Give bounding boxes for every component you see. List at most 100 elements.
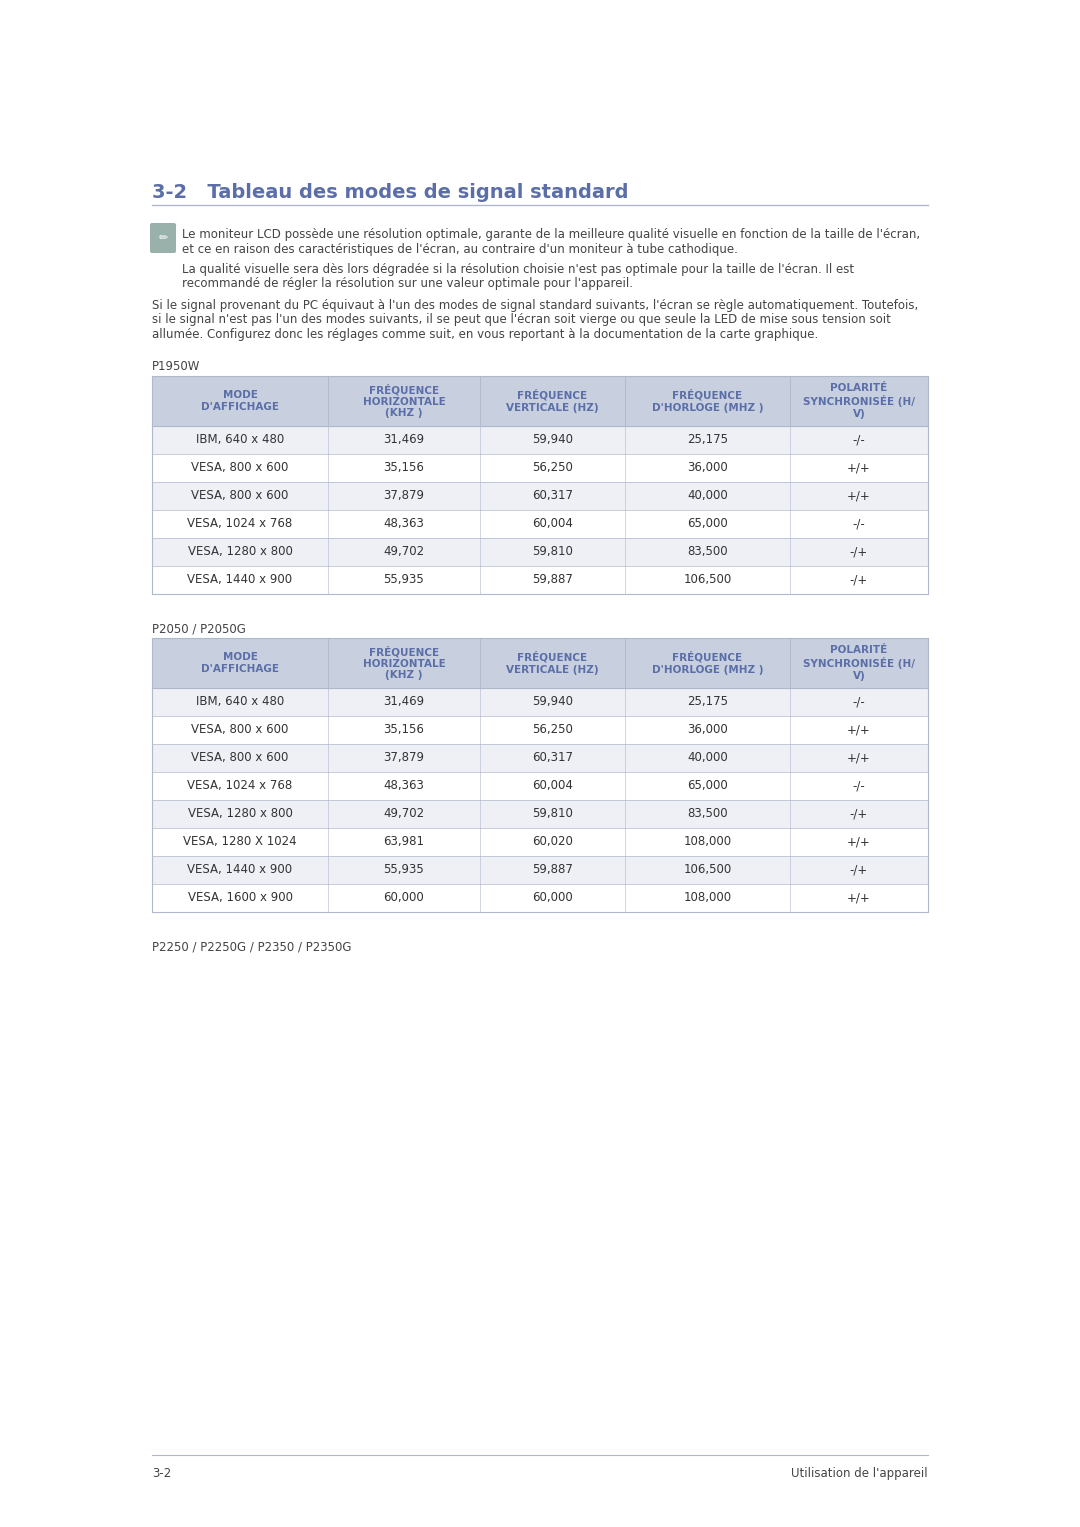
Text: FRÉQUENCE
HORIZONTALE
(KHZ ): FRÉQUENCE HORIZONTALE (KHZ ) <box>363 646 445 681</box>
Text: FRÉQUENCE
D'HORLOGE (MHZ ): FRÉQUENCE D'HORLOGE (MHZ ) <box>651 652 764 675</box>
Text: 108,000: 108,000 <box>684 835 731 849</box>
Text: FRÉQUENCE
VERTICALE (HZ): FRÉQUENCE VERTICALE (HZ) <box>507 652 598 675</box>
Text: +/+: +/+ <box>847 490 870 502</box>
Bar <box>152 638 928 689</box>
Text: 108,000: 108,000 <box>684 892 731 904</box>
Text: 40,000: 40,000 <box>687 490 728 502</box>
Text: 65,000: 65,000 <box>687 518 728 530</box>
Text: 59,887: 59,887 <box>532 574 572 586</box>
Bar <box>152 454 928 483</box>
Text: FRÉQUENCE
VERTICALE (HZ): FRÉQUENCE VERTICALE (HZ) <box>507 389 598 412</box>
Bar <box>152 828 928 857</box>
Text: La qualité visuelle sera dès lors dégradée si la résolution choisie n'est pas op: La qualité visuelle sera dès lors dégrad… <box>183 263 854 276</box>
Text: -/-: -/- <box>852 434 865 446</box>
Text: 83,500: 83,500 <box>687 545 728 559</box>
Text: 55,935: 55,935 <box>383 863 424 876</box>
Text: +/+: +/+ <box>847 751 870 765</box>
Bar <box>152 426 928 454</box>
Text: FRÉQUENCE
HORIZONTALE
(KHZ ): FRÉQUENCE HORIZONTALE (KHZ ) <box>363 383 445 418</box>
Text: +/+: +/+ <box>847 724 870 736</box>
Text: -/+: -/+ <box>850 808 868 820</box>
Text: 40,000: 40,000 <box>687 751 728 765</box>
Bar <box>152 857 928 884</box>
Text: IBM, 640 x 480: IBM, 640 x 480 <box>195 695 284 709</box>
Text: 59,940: 59,940 <box>532 434 573 446</box>
Text: 106,500: 106,500 <box>684 574 731 586</box>
Text: 36,000: 36,000 <box>687 461 728 475</box>
Text: VESA, 1280 X 1024: VESA, 1280 X 1024 <box>184 835 297 849</box>
Bar <box>152 483 928 510</box>
Text: 37,879: 37,879 <box>383 751 424 765</box>
Text: 31,469: 31,469 <box>383 434 424 446</box>
Text: 60,020: 60,020 <box>532 835 572 849</box>
Text: IBM, 640 x 480: IBM, 640 x 480 <box>195 434 284 446</box>
Bar <box>152 567 928 594</box>
Text: si le signal n'est pas l'un des modes suivants, il se peut que l'écran soit vier: si le signal n'est pas l'un des modes su… <box>152 313 891 327</box>
Text: Si le signal provenant du PC équivaut à l'un des modes de signal standard suivan: Si le signal provenant du PC équivaut à … <box>152 299 918 312</box>
Bar <box>152 376 928 426</box>
Text: 25,175: 25,175 <box>687 695 728 709</box>
Text: 49,702: 49,702 <box>383 808 424 820</box>
Bar <box>152 744 928 773</box>
Text: -/+: -/+ <box>850 574 868 586</box>
Text: -/-: -/- <box>852 779 865 793</box>
Text: 59,810: 59,810 <box>532 808 572 820</box>
Text: ✏: ✏ <box>159 234 167 243</box>
Text: Le moniteur LCD possède une résolution optimale, garante de la meilleure qualité: Le moniteur LCD possède une résolution o… <box>183 228 920 241</box>
Text: 106,500: 106,500 <box>684 863 731 876</box>
Text: POLARITÉ
SYNCHRONISÉE (H/
V): POLARITÉ SYNCHRONISÉE (H/ V) <box>804 646 915 681</box>
Text: 60,317: 60,317 <box>532 751 573 765</box>
Text: 83,500: 83,500 <box>687 808 728 820</box>
Text: 60,317: 60,317 <box>532 490 573 502</box>
Bar <box>152 538 928 567</box>
Text: +/+: +/+ <box>847 892 870 904</box>
Bar <box>152 689 928 716</box>
FancyBboxPatch shape <box>150 223 176 253</box>
Text: VESA, 800 x 600: VESA, 800 x 600 <box>191 461 288 475</box>
Text: VESA, 1024 x 768: VESA, 1024 x 768 <box>187 518 293 530</box>
Text: 59,810: 59,810 <box>532 545 572 559</box>
Text: 55,935: 55,935 <box>383 574 424 586</box>
Text: VESA, 800 x 600: VESA, 800 x 600 <box>191 751 288 765</box>
Text: recommandé de régler la résolution sur une valeur optimale pour l'appareil.: recommandé de régler la résolution sur u… <box>183 278 633 290</box>
Text: -/-: -/- <box>852 695 865 709</box>
Text: VESA, 1440 x 900: VESA, 1440 x 900 <box>188 574 293 586</box>
Bar <box>152 800 928 828</box>
Text: MODE
D'AFFICHAGE: MODE D'AFFICHAGE <box>201 391 279 412</box>
Text: Utilisation de l'appareil: Utilisation de l'appareil <box>792 1467 928 1480</box>
Text: 59,940: 59,940 <box>532 695 573 709</box>
Text: 37,879: 37,879 <box>383 490 424 502</box>
Text: +/+: +/+ <box>847 461 870 475</box>
Text: 31,469: 31,469 <box>383 695 424 709</box>
Text: VESA, 800 x 600: VESA, 800 x 600 <box>191 490 288 502</box>
Text: 56,250: 56,250 <box>532 461 572 475</box>
Text: 35,156: 35,156 <box>383 724 424 736</box>
Text: 3-2: 3-2 <box>152 1467 172 1480</box>
Text: 49,702: 49,702 <box>383 545 424 559</box>
Text: FRÉQUENCE
D'HORLOGE (MHZ ): FRÉQUENCE D'HORLOGE (MHZ ) <box>651 389 764 412</box>
Bar <box>152 510 928 538</box>
Bar <box>152 773 928 800</box>
Text: VESA, 800 x 600: VESA, 800 x 600 <box>191 724 288 736</box>
Text: 56,250: 56,250 <box>532 724 572 736</box>
Text: VESA, 1024 x 768: VESA, 1024 x 768 <box>187 779 293 793</box>
Text: POLARITÉ
SYNCHRONISÉE (H/
V): POLARITÉ SYNCHRONISÉE (H/ V) <box>804 383 915 418</box>
Text: -/+: -/+ <box>850 545 868 559</box>
Text: -/+: -/+ <box>850 863 868 876</box>
Text: 60,000: 60,000 <box>383 892 424 904</box>
Text: VESA, 1600 x 900: VESA, 1600 x 900 <box>188 892 293 904</box>
Text: et ce en raison des caractéristiques de l'écran, au contraire d'un moniteur à tu: et ce en raison des caractéristiques de … <box>183 243 738 255</box>
Text: -/-: -/- <box>852 518 865 530</box>
Text: +/+: +/+ <box>847 835 870 849</box>
Text: 65,000: 65,000 <box>687 779 728 793</box>
Bar <box>152 884 928 912</box>
Text: MODE
D'AFFICHAGE: MODE D'AFFICHAGE <box>201 652 279 673</box>
Text: VESA, 1280 x 800: VESA, 1280 x 800 <box>188 545 293 559</box>
Text: 60,004: 60,004 <box>532 779 572 793</box>
Bar <box>152 716 928 744</box>
Text: allumée. Configurez donc les réglages comme suit, en vous reportant à la documen: allumée. Configurez donc les réglages co… <box>152 328 819 341</box>
Text: 60,000: 60,000 <box>532 892 572 904</box>
Text: 48,363: 48,363 <box>383 518 424 530</box>
Text: 36,000: 36,000 <box>687 724 728 736</box>
Text: P2050 / P2050G: P2050 / P2050G <box>152 621 246 635</box>
